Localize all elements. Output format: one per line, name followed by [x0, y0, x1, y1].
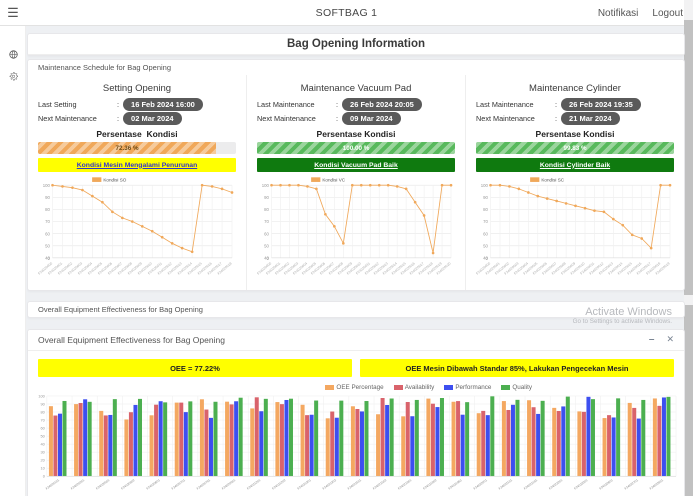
svg-text:F24020501: F24020501	[95, 478, 110, 490]
svg-text:0: 0	[486, 256, 489, 261]
svg-text:80: 80	[483, 207, 488, 212]
svg-text:90: 90	[264, 195, 269, 200]
svg-text:60: 60	[40, 426, 45, 431]
svg-text:50: 50	[45, 243, 50, 248]
svg-text:F24022201: F24022201	[548, 478, 563, 490]
svg-text:F24020601: F24020601	[146, 478, 161, 490]
svg-text:40: 40	[40, 442, 45, 447]
svg-text:F24022701: F24022701	[624, 478, 639, 490]
svg-text:90: 90	[45, 195, 50, 200]
svg-text:Kondisi SC: Kondisi SC	[541, 177, 564, 182]
svg-text:0: 0	[48, 256, 51, 261]
svg-text:F24021201: F24021201	[246, 478, 261, 490]
svg-text:F24020701: F24020701	[171, 478, 186, 490]
svg-text:70: 70	[45, 219, 50, 224]
svg-text:90: 90	[483, 195, 488, 200]
svg-text:Kondisi SO: Kondisi SO	[103, 177, 126, 182]
svg-text:F24020101: F24020101	[45, 478, 60, 490]
svg-text:F24022801: F24022801	[649, 478, 664, 490]
svg-text:70: 70	[264, 219, 269, 224]
svg-text:F24022101: F24022101	[498, 478, 513, 490]
svg-text:50: 50	[264, 243, 269, 248]
svg-text:Kondisi VC: Kondisi VC	[322, 177, 345, 182]
svg-text:50: 50	[483, 243, 488, 248]
svg-text:F24022601: F24022601	[598, 478, 613, 490]
svg-text:F24020901: F24020901	[221, 478, 236, 490]
svg-text:F24021502: F24021502	[372, 478, 387, 490]
svg-text:60: 60	[264, 231, 269, 236]
svg-text:80: 80	[264, 207, 269, 212]
svg-text:0: 0	[43, 474, 46, 479]
svg-text:F24021202: F24021202	[271, 478, 286, 490]
svg-text:F24021501: F24021501	[347, 478, 362, 490]
svg-text:90: 90	[40, 402, 45, 407]
svg-text:70: 70	[483, 219, 488, 224]
svg-text:30: 30	[40, 450, 45, 455]
svg-text:80: 80	[45, 207, 50, 212]
svg-text:100: 100	[481, 183, 489, 188]
svg-text:F24022001: F24022001	[473, 478, 488, 490]
svg-text:F24021302: F24021302	[322, 478, 337, 490]
svg-text:0: 0	[267, 256, 270, 261]
svg-text:60: 60	[45, 231, 50, 236]
svg-text:F24021902: F24021902	[422, 478, 437, 490]
svg-text:10: 10	[40, 466, 45, 471]
svg-text:F24021301: F24021301	[297, 478, 312, 490]
svg-text:F24020791: F24020791	[196, 478, 211, 490]
svg-text:80: 80	[40, 410, 45, 415]
svg-text:100: 100	[262, 183, 270, 188]
svg-text:F24020502: F24020502	[120, 478, 135, 490]
svg-text:20: 20	[40, 458, 45, 463]
svg-text:100: 100	[38, 394, 45, 399]
svg-text:F24022191: F24022191	[523, 478, 538, 490]
svg-text:F24022301: F24022301	[573, 478, 588, 490]
svg-text:50: 50	[40, 434, 45, 439]
svg-text:60: 60	[483, 231, 488, 236]
svg-text:F24021901: F24021901	[397, 478, 412, 490]
svg-text:F24021961: F24021961	[448, 478, 463, 490]
svg-text:70: 70	[40, 418, 45, 423]
svg-text:F24020201: F24020201	[70, 478, 85, 490]
svg-text:100: 100	[43, 183, 51, 188]
